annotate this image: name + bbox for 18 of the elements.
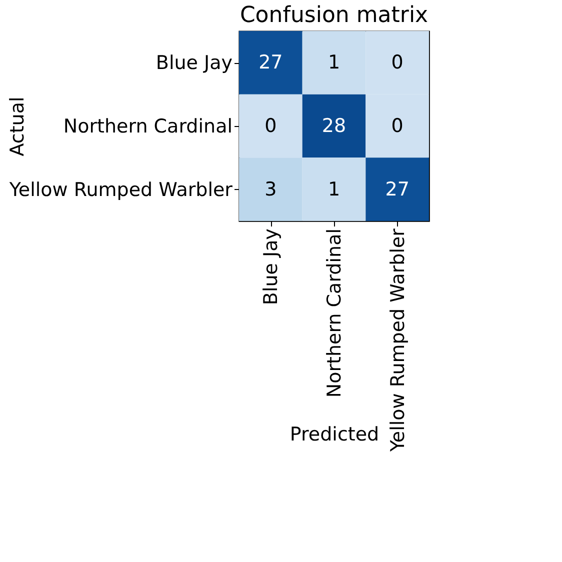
- data-label: 3: [264, 178, 277, 200]
- y-tick-label: Blue Jay: [156, 52, 232, 74]
- x-tick-label: Northern Cardinal: [324, 228, 346, 398]
- x-axis-title: Predicted: [290, 424, 380, 446]
- y-tick-label: Northern Cardinal: [63, 116, 232, 138]
- x-tick-label: Yellow Rumped Warbler: [386, 228, 409, 453]
- data-label: 1: [328, 52, 340, 74]
- data-label: 27: [385, 178, 410, 200]
- y-axis-title: Actual: [6, 96, 28, 156]
- chart-title: Confusion matrix: [240, 3, 428, 28]
- data-label: 1: [328, 178, 340, 200]
- data-label: 27: [258, 52, 283, 74]
- data-label: 0: [391, 115, 404, 137]
- data-label: 0: [264, 115, 277, 137]
- x-tick-label: Blue Jay: [260, 228, 282, 306]
- data-label: 28: [322, 115, 346, 137]
- data-label: 0: [391, 52, 404, 74]
- y-tick-label: Yellow Rumped Warbler: [8, 178, 233, 201]
